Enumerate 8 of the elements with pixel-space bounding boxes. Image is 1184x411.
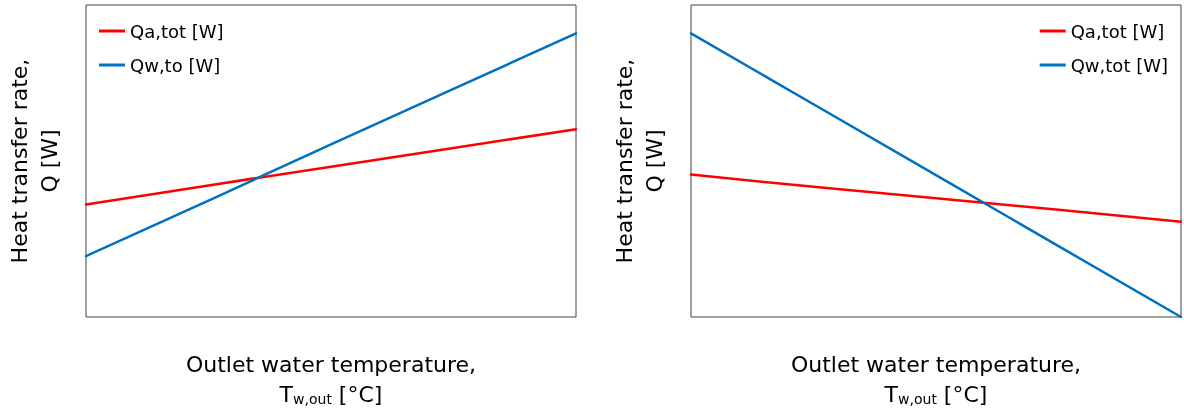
legend-label: Qa,tot [W] xyxy=(1070,20,1165,42)
legend-label: Qa,tot [W] xyxy=(130,20,224,42)
y-axis-title: Heat transfer rate, Q [W] xyxy=(6,58,62,264)
legend-label: Qw,to [W] xyxy=(130,54,221,76)
y-axis-title: Heat transfer rate, Q [W] xyxy=(611,58,667,264)
x-axis-title: Outlet water temperature, Tw,out [°C] xyxy=(790,351,1082,407)
legend-label: Qw,tot [W] xyxy=(1070,54,1169,76)
x-axis-title: Outlet water temperature, Tw,out [°C] xyxy=(185,351,477,407)
